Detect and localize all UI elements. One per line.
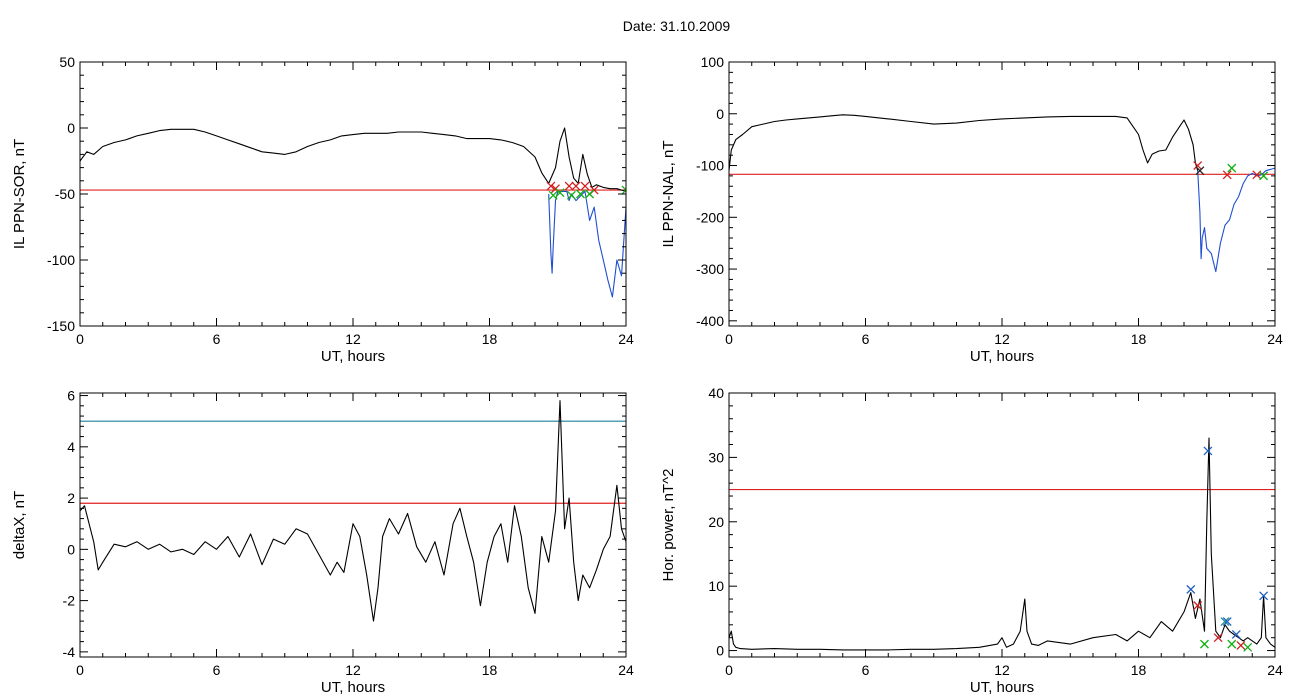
y-tick-label: 30 bbox=[708, 449, 724, 465]
y-tick-label: 0 bbox=[716, 643, 724, 659]
data-marker bbox=[585, 189, 595, 199]
chart-panel-ppn-sor: 0 6 12 18 24 -150 -100 -50 0 50 UT, hours IL PPN-SO… bbox=[11, 54, 634, 365]
x-tick-label: 24 bbox=[618, 331, 634, 347]
figure-title: Date: 31.10.2009 bbox=[622, 18, 731, 34]
x-tick-label: 12 bbox=[994, 662, 1010, 678]
x-tick-label: 24 bbox=[1267, 331, 1283, 347]
y-tick-label: 2 bbox=[67, 490, 75, 506]
data-marker bbox=[1213, 633, 1223, 643]
x-tick-label: 12 bbox=[345, 331, 361, 347]
plot-frame bbox=[79, 61, 627, 327]
data-marker bbox=[1222, 170, 1232, 180]
data-marker bbox=[571, 181, 581, 191]
chart-panel-hor-power: 0 6 12 18 24 0 10 20 30 40 UT, hours Hor. power, nT… bbox=[660, 385, 1283, 696]
x-tick-label: 6 bbox=[862, 331, 870, 347]
x-axis-label: UT, hours bbox=[321, 348, 385, 365]
y-tick-label: -300 bbox=[696, 261, 724, 277]
series-line-0 bbox=[80, 400, 626, 622]
y-tick-label: 50 bbox=[59, 54, 75, 70]
y-axis-label: Hor. power, nT^2 bbox=[660, 469, 677, 582]
data-marker bbox=[1222, 617, 1232, 627]
data-marker bbox=[1231, 630, 1241, 639]
plot-frame bbox=[728, 392, 1276, 658]
x-tick-label: 18 bbox=[1131, 662, 1147, 678]
y-tick-label: -4 bbox=[63, 644, 76, 660]
y-tick-label: -400 bbox=[696, 313, 724, 329]
x-axis-label: UT, hours bbox=[321, 679, 385, 696]
x-axis-label: UT, hours bbox=[970, 348, 1034, 365]
x-tick-label: 0 bbox=[76, 662, 84, 678]
y-axis-label: IL PPN-SOR, nT bbox=[11, 139, 28, 249]
y-tick-label: 10 bbox=[708, 578, 724, 594]
x-tick-label: 12 bbox=[345, 662, 361, 678]
data-marker bbox=[566, 190, 576, 200]
y-axis-label: deltaX, nT bbox=[11, 491, 28, 559]
data-marker bbox=[546, 181, 556, 191]
x-tick-label: 18 bbox=[1131, 331, 1147, 347]
x-tick-label: 24 bbox=[618, 662, 634, 678]
series-line-1 bbox=[548, 190, 626, 298]
y-axis-label: IL PPN-NAL, nT bbox=[660, 141, 677, 248]
y-tick-label: 0 bbox=[67, 541, 75, 557]
x-tick-label: 6 bbox=[213, 662, 221, 678]
data-marker bbox=[621, 185, 626, 195]
y-tick-label: 6 bbox=[67, 388, 75, 404]
data-marker bbox=[580, 181, 590, 191]
x-tick-label: 0 bbox=[76, 331, 84, 347]
data-marker bbox=[1227, 163, 1237, 173]
x-tick-label: 12 bbox=[994, 331, 1010, 347]
data-marker bbox=[1195, 166, 1205, 176]
x-tick-label: 18 bbox=[482, 331, 498, 347]
series-line-0 bbox=[80, 127, 626, 192]
y-tick-label: 40 bbox=[708, 385, 724, 401]
y-tick-label: 0 bbox=[716, 106, 724, 122]
data-marker bbox=[1200, 639, 1209, 649]
x-tick-label: 6 bbox=[862, 662, 870, 678]
data-marker bbox=[1236, 640, 1246, 650]
data-marker bbox=[564, 181, 574, 191]
data-marker bbox=[548, 190, 558, 200]
y-tick-label: 100 bbox=[701, 54, 725, 70]
data-marker bbox=[1203, 446, 1213, 456]
x-tick-label: 24 bbox=[1267, 662, 1283, 678]
y-tick-label: -100 bbox=[47, 252, 75, 268]
series-line-0 bbox=[729, 114, 1199, 171]
y-tick-label: -50 bbox=[55, 186, 75, 202]
y-tick-label: -2 bbox=[63, 593, 76, 609]
data-marker bbox=[1227, 639, 1237, 649]
series-line-1 bbox=[1197, 167, 1275, 273]
data-marker bbox=[1186, 584, 1196, 594]
x-tick-label: 0 bbox=[725, 662, 733, 678]
y-tick-label: -200 bbox=[696, 209, 724, 225]
y-tick-label: 0 bbox=[67, 120, 75, 136]
x-tick-label: 18 bbox=[482, 662, 498, 678]
data-marker bbox=[1259, 591, 1269, 601]
data-marker bbox=[1243, 642, 1253, 652]
y-tick-label: -100 bbox=[696, 158, 724, 174]
plot-frame bbox=[728, 61, 1276, 327]
data-marker bbox=[576, 189, 585, 199]
y-tick-label: -150 bbox=[47, 318, 75, 334]
y-tick-label: 4 bbox=[67, 439, 75, 455]
chart-panel-ppn-nal: 0 6 12 18 24 -400 -300 -200 -100 0 100 UT, hours IL … bbox=[660, 54, 1283, 365]
data-marker bbox=[1193, 601, 1203, 610]
data-marker bbox=[1220, 617, 1230, 627]
data-marker bbox=[555, 188, 565, 198]
series-line-0 bbox=[729, 437, 1275, 651]
x-tick-label: 0 bbox=[725, 331, 733, 347]
data-marker bbox=[1193, 161, 1203, 170]
y-tick-label: 20 bbox=[708, 514, 724, 530]
data-marker bbox=[1259, 171, 1269, 181]
x-axis-label: UT, hours bbox=[970, 679, 1034, 696]
x-tick-label: 6 bbox=[213, 331, 221, 347]
